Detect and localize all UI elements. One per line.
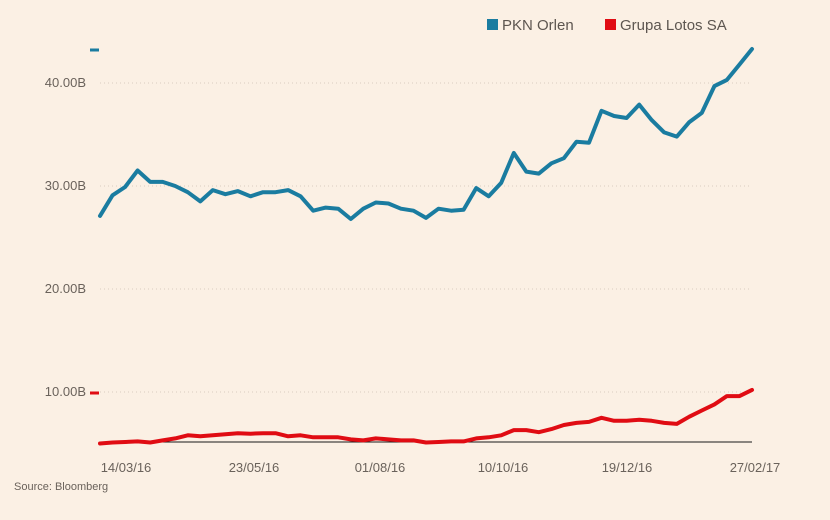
source-note: Source: Bloomberg [14, 481, 108, 493]
y-tick-label: 10.00B [45, 384, 86, 399]
x-tick-label: 23/05/16 [229, 460, 280, 475]
x-tick-label: 10/10/16 [478, 460, 529, 475]
legend-swatch [605, 19, 616, 30]
series-line-pkn-orlen [98, 47, 754, 221]
x-tick-label: 27/02/17 [730, 460, 781, 475]
legend-swatch [487, 19, 498, 30]
x-tick-label: 14/03/16 [101, 460, 152, 475]
y-tick-label: 40.00B [45, 75, 86, 90]
y-tick-label: 20.00B [45, 281, 86, 296]
legend-label: PKN Orlen [502, 17, 574, 34]
x-tick-label: 19/12/16 [602, 460, 653, 475]
series-line-grupa-lotos-sa [98, 387, 754, 446]
y-tick-label: 30.00B [45, 178, 86, 193]
legend-label: Grupa Lotos SA [620, 17, 727, 34]
x-tick-label: 01/08/16 [355, 460, 406, 475]
